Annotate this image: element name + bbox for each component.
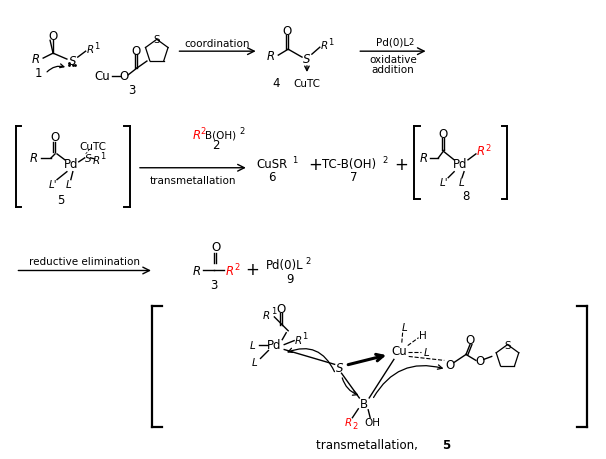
Text: O: O <box>211 241 221 254</box>
Text: L': L' <box>440 177 448 187</box>
Text: O: O <box>132 45 141 57</box>
Text: O: O <box>119 70 129 83</box>
Text: 1: 1 <box>100 152 105 161</box>
Text: transmetallation: transmetallation <box>150 175 236 185</box>
Text: 7: 7 <box>350 171 357 184</box>
Text: S: S <box>85 153 92 163</box>
Text: TC-B(OH): TC-B(OH) <box>322 158 376 171</box>
Text: 2: 2 <box>212 138 220 151</box>
Text: L: L <box>250 340 256 350</box>
Text: H: H <box>419 330 427 340</box>
Text: O: O <box>50 130 59 143</box>
Text: addition: addition <box>371 65 415 75</box>
Text: O: O <box>439 128 448 140</box>
Text: 2: 2 <box>201 126 206 135</box>
Text: R: R <box>263 310 270 320</box>
Text: R: R <box>321 41 328 51</box>
Text: R: R <box>226 264 234 277</box>
Text: L: L <box>459 177 465 187</box>
Text: R: R <box>419 152 428 165</box>
Text: O: O <box>282 25 292 38</box>
Text: Pd: Pd <box>267 338 282 351</box>
Text: oxidative: oxidative <box>369 55 417 65</box>
Text: Pd: Pd <box>453 158 467 171</box>
Text: 5: 5 <box>58 193 65 207</box>
Text: 2: 2 <box>485 143 490 152</box>
Text: B: B <box>360 397 368 410</box>
Text: L': L' <box>48 179 58 189</box>
Text: S: S <box>504 340 511 350</box>
Text: 4: 4 <box>273 77 280 90</box>
Text: R: R <box>192 129 201 141</box>
Text: CuTC: CuTC <box>79 142 106 151</box>
Text: O: O <box>277 302 286 315</box>
Text: O: O <box>475 354 484 367</box>
Text: 2: 2 <box>305 257 310 266</box>
Text: R: R <box>87 45 94 55</box>
Text: O: O <box>445 358 455 371</box>
Text: +: + <box>394 156 408 174</box>
Text: 2: 2 <box>382 156 388 165</box>
Text: R: R <box>477 145 485 158</box>
Text: 3: 3 <box>210 278 218 291</box>
Text: 1: 1 <box>328 38 333 47</box>
Text: CuSR: CuSR <box>257 158 288 171</box>
Text: 9: 9 <box>287 272 294 285</box>
Text: S: S <box>69 55 76 67</box>
Text: 2: 2 <box>408 38 413 47</box>
Text: transmetallation,: transmetallation, <box>316 438 422 451</box>
Text: R: R <box>295 335 302 345</box>
Text: S: S <box>153 35 160 45</box>
Text: Pd: Pd <box>64 158 78 171</box>
Text: 8: 8 <box>462 190 470 202</box>
Text: +: + <box>245 260 259 278</box>
Text: L: L <box>402 322 408 332</box>
Text: B(OH): B(OH) <box>205 130 236 140</box>
Text: 2: 2 <box>353 421 358 430</box>
Text: 1: 1 <box>94 42 99 50</box>
Text: Pd(0)L: Pd(0)L <box>376 37 410 47</box>
Text: R: R <box>93 156 100 166</box>
Text: 1: 1 <box>35 67 42 80</box>
Text: Cu: Cu <box>391 344 407 357</box>
Text: L: L <box>251 358 258 368</box>
Text: R: R <box>32 52 39 66</box>
Text: R: R <box>266 50 275 62</box>
Text: 1: 1 <box>271 307 276 316</box>
Text: +: + <box>308 156 322 174</box>
Text: 2: 2 <box>239 126 244 135</box>
Text: Pd(0)L: Pd(0)L <box>265 258 303 271</box>
Text: L: L <box>424 348 430 358</box>
Text: 1: 1 <box>302 331 308 341</box>
Text: 6: 6 <box>268 171 276 184</box>
Text: 2: 2 <box>234 263 239 271</box>
Text: reductive elimination: reductive elimination <box>29 256 140 266</box>
Text: R: R <box>345 417 352 427</box>
Text: R: R <box>29 152 38 165</box>
Text: CuTC: CuTC <box>293 78 321 89</box>
Text: Cu: Cu <box>95 70 110 83</box>
Text: 5: 5 <box>442 438 450 451</box>
Text: L: L <box>66 179 72 189</box>
Text: O: O <box>48 30 58 43</box>
Text: O: O <box>465 333 474 347</box>
Text: 1: 1 <box>293 156 298 165</box>
Text: coordination: coordination <box>184 39 250 49</box>
Text: S: S <box>303 52 311 66</box>
Text: S: S <box>336 361 344 374</box>
Text: R: R <box>192 264 201 277</box>
Text: 3: 3 <box>128 84 136 97</box>
Text: OH: OH <box>364 417 380 427</box>
